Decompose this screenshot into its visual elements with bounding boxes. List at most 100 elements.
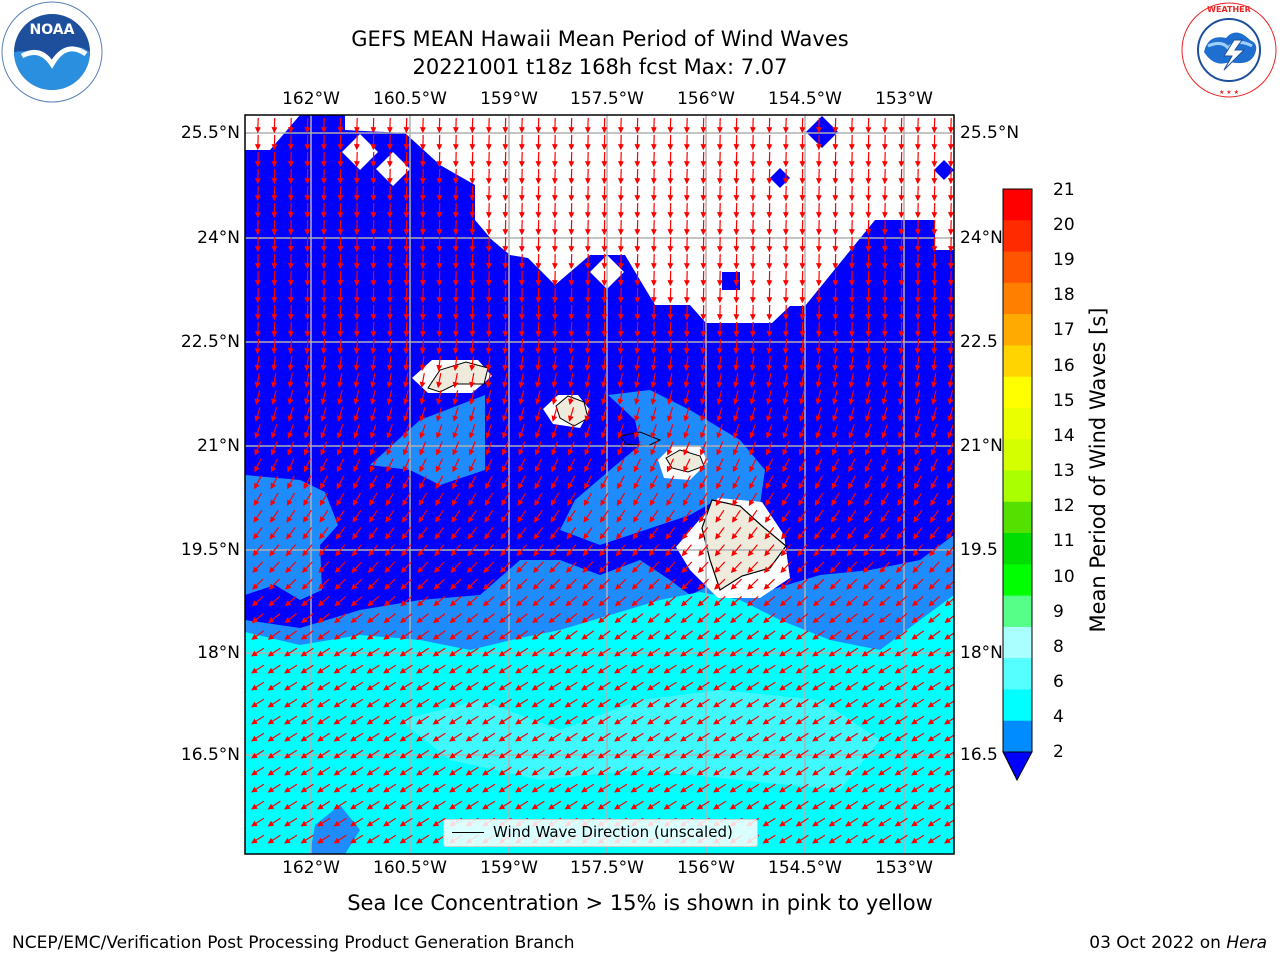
wind-arrow — [434, 544, 445, 557]
wind-arrow — [549, 578, 561, 590]
wind-arrow — [897, 458, 906, 473]
wind-arrow — [271, 338, 278, 355]
wind-arrow — [814, 509, 824, 523]
wind-arrow — [549, 561, 561, 573]
wind-arrow — [337, 390, 343, 405]
colorbar-segment — [1003, 251, 1032, 284]
wind-arrow — [634, 338, 641, 355]
wind-arrow — [350, 613, 363, 624]
legend: Wind Wave Direction (unscaled) — [443, 819, 758, 847]
wind-arrow — [881, 390, 888, 405]
wind-arrow — [269, 544, 280, 557]
wind-arrow — [336, 475, 345, 490]
wind-arrow — [650, 356, 657, 372]
wind-arrow — [251, 595, 264, 607]
wind-arrow — [896, 527, 907, 540]
wind-arrow — [733, 372, 740, 389]
wind-arrow — [600, 407, 608, 422]
wind-arrow — [320, 356, 327, 372]
wind-arrow — [713, 595, 726, 607]
wind-arrow — [781, 527, 791, 540]
wind-arrow — [766, 356, 773, 372]
wind-arrow — [683, 356, 690, 372]
wind-arrow — [780, 561, 792, 573]
wind-arrow — [848, 390, 855, 405]
colorbar-tick: 17 — [1053, 320, 1075, 340]
wind-arrow — [650, 407, 657, 422]
wind-arrow — [320, 372, 327, 389]
wind-arrow — [600, 492, 609, 507]
wind-arrow — [765, 424, 773, 439]
wind-arrow — [847, 492, 857, 507]
wind-arrow — [500, 509, 510, 523]
wind-arrow — [617, 475, 625, 490]
wind-arrow — [582, 578, 594, 590]
colorbar-under-extension — [1002, 751, 1033, 782]
wind-arrow — [518, 372, 525, 389]
wind-arrow — [846, 578, 858, 590]
wind-arrow — [419, 407, 426, 422]
wind-arrow — [599, 509, 609, 523]
wind-arrow — [764, 544, 775, 557]
wind-arrow — [831, 492, 840, 507]
wind-arrow — [782, 424, 789, 439]
wind-arrow — [303, 458, 312, 473]
wind-arrow — [386, 475, 394, 490]
wind-arrow — [879, 544, 890, 557]
wind-arrow — [550, 509, 560, 523]
wind-arrow — [650, 390, 657, 405]
wind-arrow — [749, 390, 756, 405]
wind-arrow — [732, 407, 740, 422]
wind-arrow — [714, 544, 725, 557]
colorbar-segment — [1003, 407, 1032, 440]
wind-arrow — [583, 509, 593, 523]
wind-arrow — [469, 390, 475, 405]
wind-arrow — [848, 424, 855, 439]
wind-arrow — [386, 356, 393, 372]
wind-arrow — [648, 578, 660, 590]
wind-arrow — [252, 544, 263, 557]
wind-arrow — [700, 372, 707, 389]
wind-arrow — [403, 356, 410, 372]
wind-arrow — [335, 527, 346, 540]
wind-arrow — [780, 578, 792, 590]
wind-arrow — [419, 390, 426, 405]
wind-arrow — [485, 338, 492, 355]
lat-label: 16.5°N — [180, 745, 240, 765]
wind-arrow — [304, 356, 311, 372]
wind-arrow — [813, 561, 825, 573]
wind-arrow — [402, 475, 411, 490]
wind-arrow — [633, 407, 641, 422]
wind-arrow — [384, 578, 396, 590]
wind-arrow — [303, 475, 312, 490]
lon-label: 159°W — [480, 89, 538, 109]
wind-arrow — [335, 544, 346, 557]
colorbar-label: Mean Period of Wind Waves [s] — [1086, 307, 1110, 633]
colorbar-tick: 4 — [1053, 707, 1064, 727]
wind-arrow — [401, 509, 411, 523]
wind-arrow — [353, 424, 360, 439]
wind-arrow — [271, 372, 278, 389]
lat-label: 22.5°N — [180, 332, 240, 352]
wind-arrow — [799, 372, 806, 389]
credit-date: 03 Oct 2022 on — [1089, 933, 1227, 953]
wind-arrow — [452, 441, 460, 456]
wind-arrow — [535, 356, 542, 372]
wind-arrow — [449, 613, 462, 624]
wind-arrow — [895, 561, 907, 573]
wind-arrow — [468, 441, 476, 456]
wind-arrow — [534, 458, 543, 473]
wind-arrow — [865, 372, 872, 389]
wind-arrow — [301, 561, 313, 573]
wind-arrow — [268, 595, 281, 607]
wind-arrow — [782, 475, 790, 490]
wind-arrow — [254, 338, 261, 355]
wind-arrow — [452, 372, 459, 389]
wind-arrow — [896, 509, 906, 523]
wind-arrow — [532, 595, 545, 607]
credit-host: Hera — [1226, 933, 1267, 953]
wind-arrow — [649, 527, 659, 540]
wind-arrow — [848, 356, 855, 372]
wind-arrow — [254, 475, 262, 490]
wind-arrow — [947, 424, 954, 439]
